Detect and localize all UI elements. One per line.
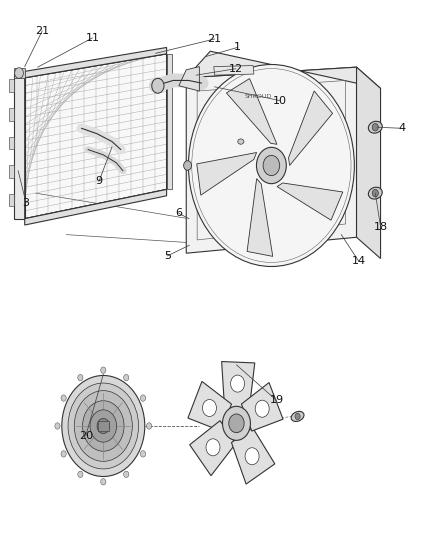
Circle shape bbox=[255, 400, 269, 417]
Text: 4: 4 bbox=[398, 123, 405, 133]
Polygon shape bbox=[14, 75, 25, 219]
Circle shape bbox=[14, 68, 23, 78]
Circle shape bbox=[295, 413, 300, 419]
Circle shape bbox=[245, 448, 259, 465]
Text: 3: 3 bbox=[22, 198, 29, 208]
Text: 19: 19 bbox=[269, 395, 284, 406]
Polygon shape bbox=[241, 383, 283, 431]
Polygon shape bbox=[289, 91, 332, 165]
Ellipse shape bbox=[291, 411, 304, 422]
Circle shape bbox=[62, 375, 145, 477]
Polygon shape bbox=[9, 79, 14, 92]
Text: 6: 6 bbox=[175, 208, 182, 219]
Polygon shape bbox=[9, 193, 14, 206]
Circle shape bbox=[74, 391, 132, 462]
Circle shape bbox=[97, 418, 110, 433]
Polygon shape bbox=[179, 67, 199, 91]
Text: 11: 11 bbox=[85, 33, 99, 43]
Polygon shape bbox=[14, 68, 25, 78]
Circle shape bbox=[101, 367, 106, 373]
Ellipse shape bbox=[238, 139, 244, 144]
Circle shape bbox=[231, 375, 244, 392]
Polygon shape bbox=[25, 47, 166, 78]
Circle shape bbox=[188, 64, 354, 266]
Circle shape bbox=[78, 471, 83, 478]
Circle shape bbox=[223, 406, 251, 440]
Circle shape bbox=[82, 401, 124, 451]
Circle shape bbox=[372, 189, 378, 197]
Polygon shape bbox=[25, 54, 166, 219]
Polygon shape bbox=[231, 427, 275, 484]
Polygon shape bbox=[186, 67, 357, 253]
Text: 21: 21 bbox=[208, 34, 222, 44]
Circle shape bbox=[90, 410, 117, 442]
Text: 20: 20 bbox=[79, 431, 93, 441]
Circle shape bbox=[124, 471, 129, 478]
Text: 10: 10 bbox=[273, 95, 287, 106]
Polygon shape bbox=[9, 165, 14, 178]
Polygon shape bbox=[186, 51, 381, 88]
Ellipse shape bbox=[368, 187, 382, 199]
Circle shape bbox=[61, 451, 66, 457]
Circle shape bbox=[141, 395, 145, 401]
Circle shape bbox=[372, 124, 378, 131]
Polygon shape bbox=[98, 421, 109, 431]
Polygon shape bbox=[9, 136, 14, 149]
Polygon shape bbox=[197, 152, 257, 195]
Circle shape bbox=[152, 78, 164, 93]
Circle shape bbox=[61, 395, 66, 401]
Circle shape bbox=[257, 147, 286, 184]
Text: 21: 21 bbox=[35, 26, 49, 36]
Ellipse shape bbox=[184, 161, 191, 170]
Text: 12: 12 bbox=[229, 64, 243, 74]
Polygon shape bbox=[9, 108, 14, 120]
Text: 18: 18 bbox=[374, 222, 388, 232]
Circle shape bbox=[124, 375, 129, 381]
Polygon shape bbox=[226, 78, 277, 144]
Ellipse shape bbox=[368, 122, 382, 133]
Polygon shape bbox=[188, 382, 232, 431]
Circle shape bbox=[101, 479, 106, 485]
Text: 9: 9 bbox=[95, 176, 102, 187]
Text: 1: 1 bbox=[234, 43, 241, 52]
Circle shape bbox=[68, 383, 138, 469]
Circle shape bbox=[202, 400, 216, 416]
Polygon shape bbox=[357, 67, 381, 259]
Circle shape bbox=[263, 156, 280, 175]
Polygon shape bbox=[277, 183, 343, 220]
Circle shape bbox=[229, 414, 244, 433]
Circle shape bbox=[78, 375, 83, 381]
Text: SHROUD: SHROUD bbox=[245, 94, 272, 99]
Polygon shape bbox=[222, 361, 255, 410]
Circle shape bbox=[206, 439, 220, 456]
Polygon shape bbox=[247, 179, 273, 256]
Polygon shape bbox=[214, 66, 254, 75]
Circle shape bbox=[141, 451, 145, 457]
Polygon shape bbox=[166, 54, 172, 189]
Polygon shape bbox=[25, 189, 166, 225]
Polygon shape bbox=[190, 421, 236, 476]
Text: 14: 14 bbox=[352, 256, 366, 266]
Circle shape bbox=[55, 423, 60, 429]
Circle shape bbox=[147, 423, 152, 429]
Text: 5: 5 bbox=[164, 251, 171, 261]
